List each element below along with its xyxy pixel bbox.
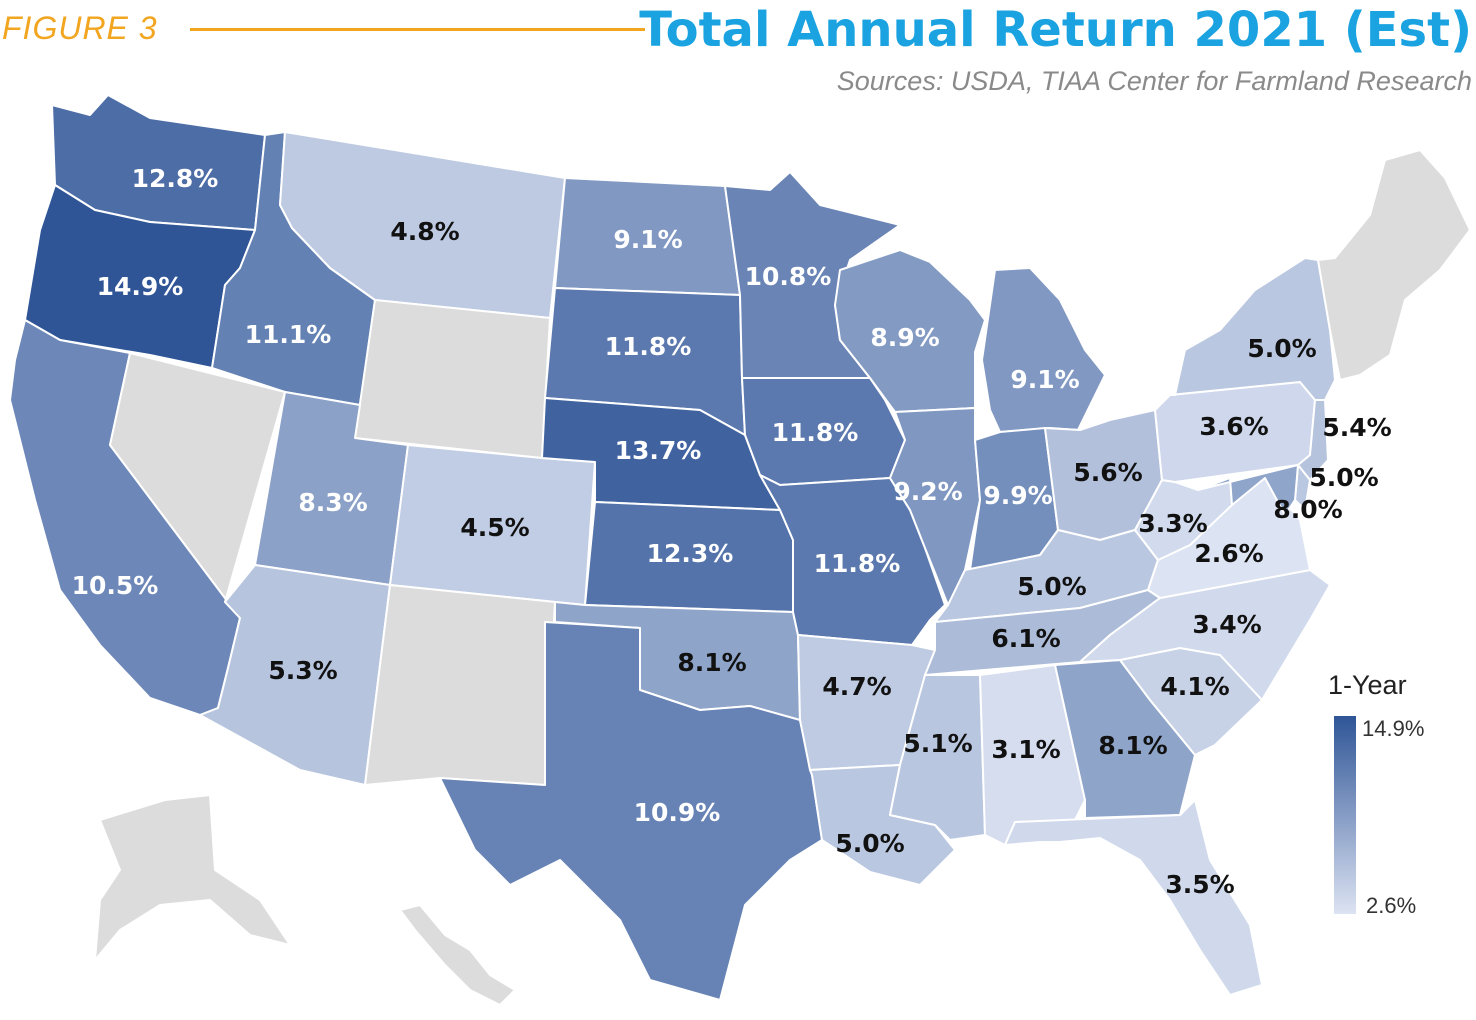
state-label-fl: 3.5%	[1165, 870, 1234, 899]
state-label-ne: 13.7%	[615, 436, 702, 465]
state-label-ny: 5.0%	[1247, 334, 1316, 363]
state-label-ut: 8.3%	[298, 488, 367, 517]
legend-min-label: 2.6%	[1366, 893, 1417, 918]
state-nm	[364, 584, 556, 786]
state-label-va: 2.6%	[1194, 539, 1263, 568]
state-label-wi: 8.9%	[870, 323, 939, 352]
legend-color-bar	[1334, 716, 1356, 914]
state-label-ga: 8.1%	[1098, 731, 1167, 760]
state-hi	[399, 904, 516, 1006]
state-label-wa: 12.8%	[132, 164, 219, 193]
state-label-mn: 10.8%	[745, 262, 832, 291]
state-label-pa: 3.6%	[1199, 412, 1268, 441]
state-label-il: 9.2%	[893, 477, 962, 506]
state-label-la: 5.0%	[835, 829, 904, 858]
state-label-nd: 9.1%	[613, 225, 682, 254]
state-label-ca: 10.5%	[72, 571, 159, 600]
state-label-ia: 11.8%	[772, 418, 859, 447]
state-mi	[981, 267, 1106, 433]
state-wi	[834, 249, 986, 413]
state-label-co: 4.5%	[460, 513, 529, 542]
state-label-sc: 4.1%	[1160, 672, 1229, 701]
state-label-ok: 8.1%	[677, 648, 746, 677]
state-label-nj: 5.4%	[1322, 413, 1391, 442]
state-label-tn: 6.1%	[991, 624, 1060, 653]
state-label-ky: 5.0%	[1017, 572, 1086, 601]
state-label-oh: 5.6%	[1073, 458, 1142, 487]
state-label-or: 14.9%	[97, 272, 184, 301]
state-tx	[439, 621, 823, 1001]
state-label-id: 11.1%	[245, 320, 332, 349]
state-label-wv: 3.3%	[1138, 509, 1207, 538]
state-md	[1197, 464, 1299, 516]
state-wy	[354, 299, 551, 459]
state-label-md: 8.0%	[1273, 495, 1342, 524]
state-label-ms: 5.1%	[903, 729, 972, 758]
map-title: Total Annual Return 2021 (Est)	[639, 2, 1472, 58]
map-source: Sources: USDA, TIAA Center for Farmland …	[836, 66, 1472, 96]
state-label-de: 5.0%	[1309, 463, 1378, 492]
state-label-ks: 12.3%	[647, 539, 734, 568]
legend-max-label: 14.9%	[1362, 716, 1425, 741]
figure-rule	[190, 28, 645, 31]
state-co	[389, 444, 596, 606]
figure-header: FIGURE 3 Total Annual Return 2021 (Est) …	[0, 0, 1476, 100]
state-label-ar: 4.7%	[822, 672, 891, 701]
state-label-az: 5.3%	[268, 656, 337, 685]
state-label-nc: 3.4%	[1192, 610, 1261, 639]
state-label-sd: 11.8%	[605, 332, 692, 361]
state-label-mo: 11.8%	[814, 549, 901, 578]
state-ny	[1169, 257, 1336, 401]
state-ne-region	[1317, 149, 1471, 381]
state-label-tx: 10.9%	[634, 798, 721, 827]
state-fl	[1004, 799, 1263, 996]
state-ak	[94, 794, 291, 961]
state-label-mt: 4.8%	[390, 217, 459, 246]
figure-label: FIGURE 3	[2, 10, 158, 46]
state-label-in: 9.9%	[983, 481, 1052, 510]
state-label-mi: 9.1%	[1010, 365, 1079, 394]
state-label-al: 3.1%	[991, 735, 1060, 764]
legend-title: 1-Year	[1328, 670, 1407, 700]
